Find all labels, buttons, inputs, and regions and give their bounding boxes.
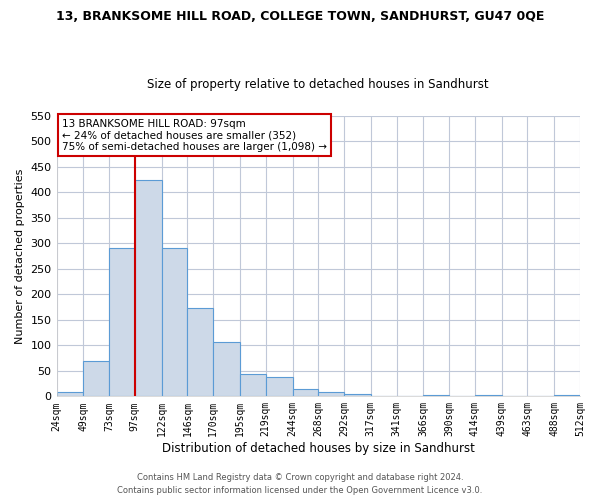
- Bar: [318, 392, 344, 396]
- Y-axis label: Number of detached properties: Number of detached properties: [15, 168, 25, 344]
- Bar: [213, 342, 240, 396]
- Bar: [187, 308, 213, 396]
- Bar: [554, 395, 580, 396]
- X-axis label: Distribution of detached houses by size in Sandhurst: Distribution of detached houses by size …: [162, 442, 475, 455]
- Bar: [424, 395, 449, 396]
- Bar: [135, 180, 161, 396]
- Bar: [161, 248, 187, 396]
- Bar: [293, 388, 318, 396]
- Bar: [56, 392, 83, 396]
- Bar: [344, 394, 371, 396]
- Bar: [109, 248, 135, 396]
- Text: 13, BRANKSOME HILL ROAD, COLLEGE TOWN, SANDHURST, GU47 0QE: 13, BRANKSOME HILL ROAD, COLLEGE TOWN, S…: [56, 10, 544, 23]
- Title: Size of property relative to detached houses in Sandhurst: Size of property relative to detached ho…: [148, 78, 489, 91]
- Bar: [83, 360, 109, 396]
- Bar: [240, 374, 266, 396]
- Text: 13 BRANKSOME HILL ROAD: 97sqm
← 24% of detached houses are smaller (352)
75% of : 13 BRANKSOME HILL ROAD: 97sqm ← 24% of d…: [62, 118, 327, 152]
- Bar: [266, 377, 293, 396]
- Text: Contains HM Land Registry data © Crown copyright and database right 2024.
Contai: Contains HM Land Registry data © Crown c…: [118, 474, 482, 495]
